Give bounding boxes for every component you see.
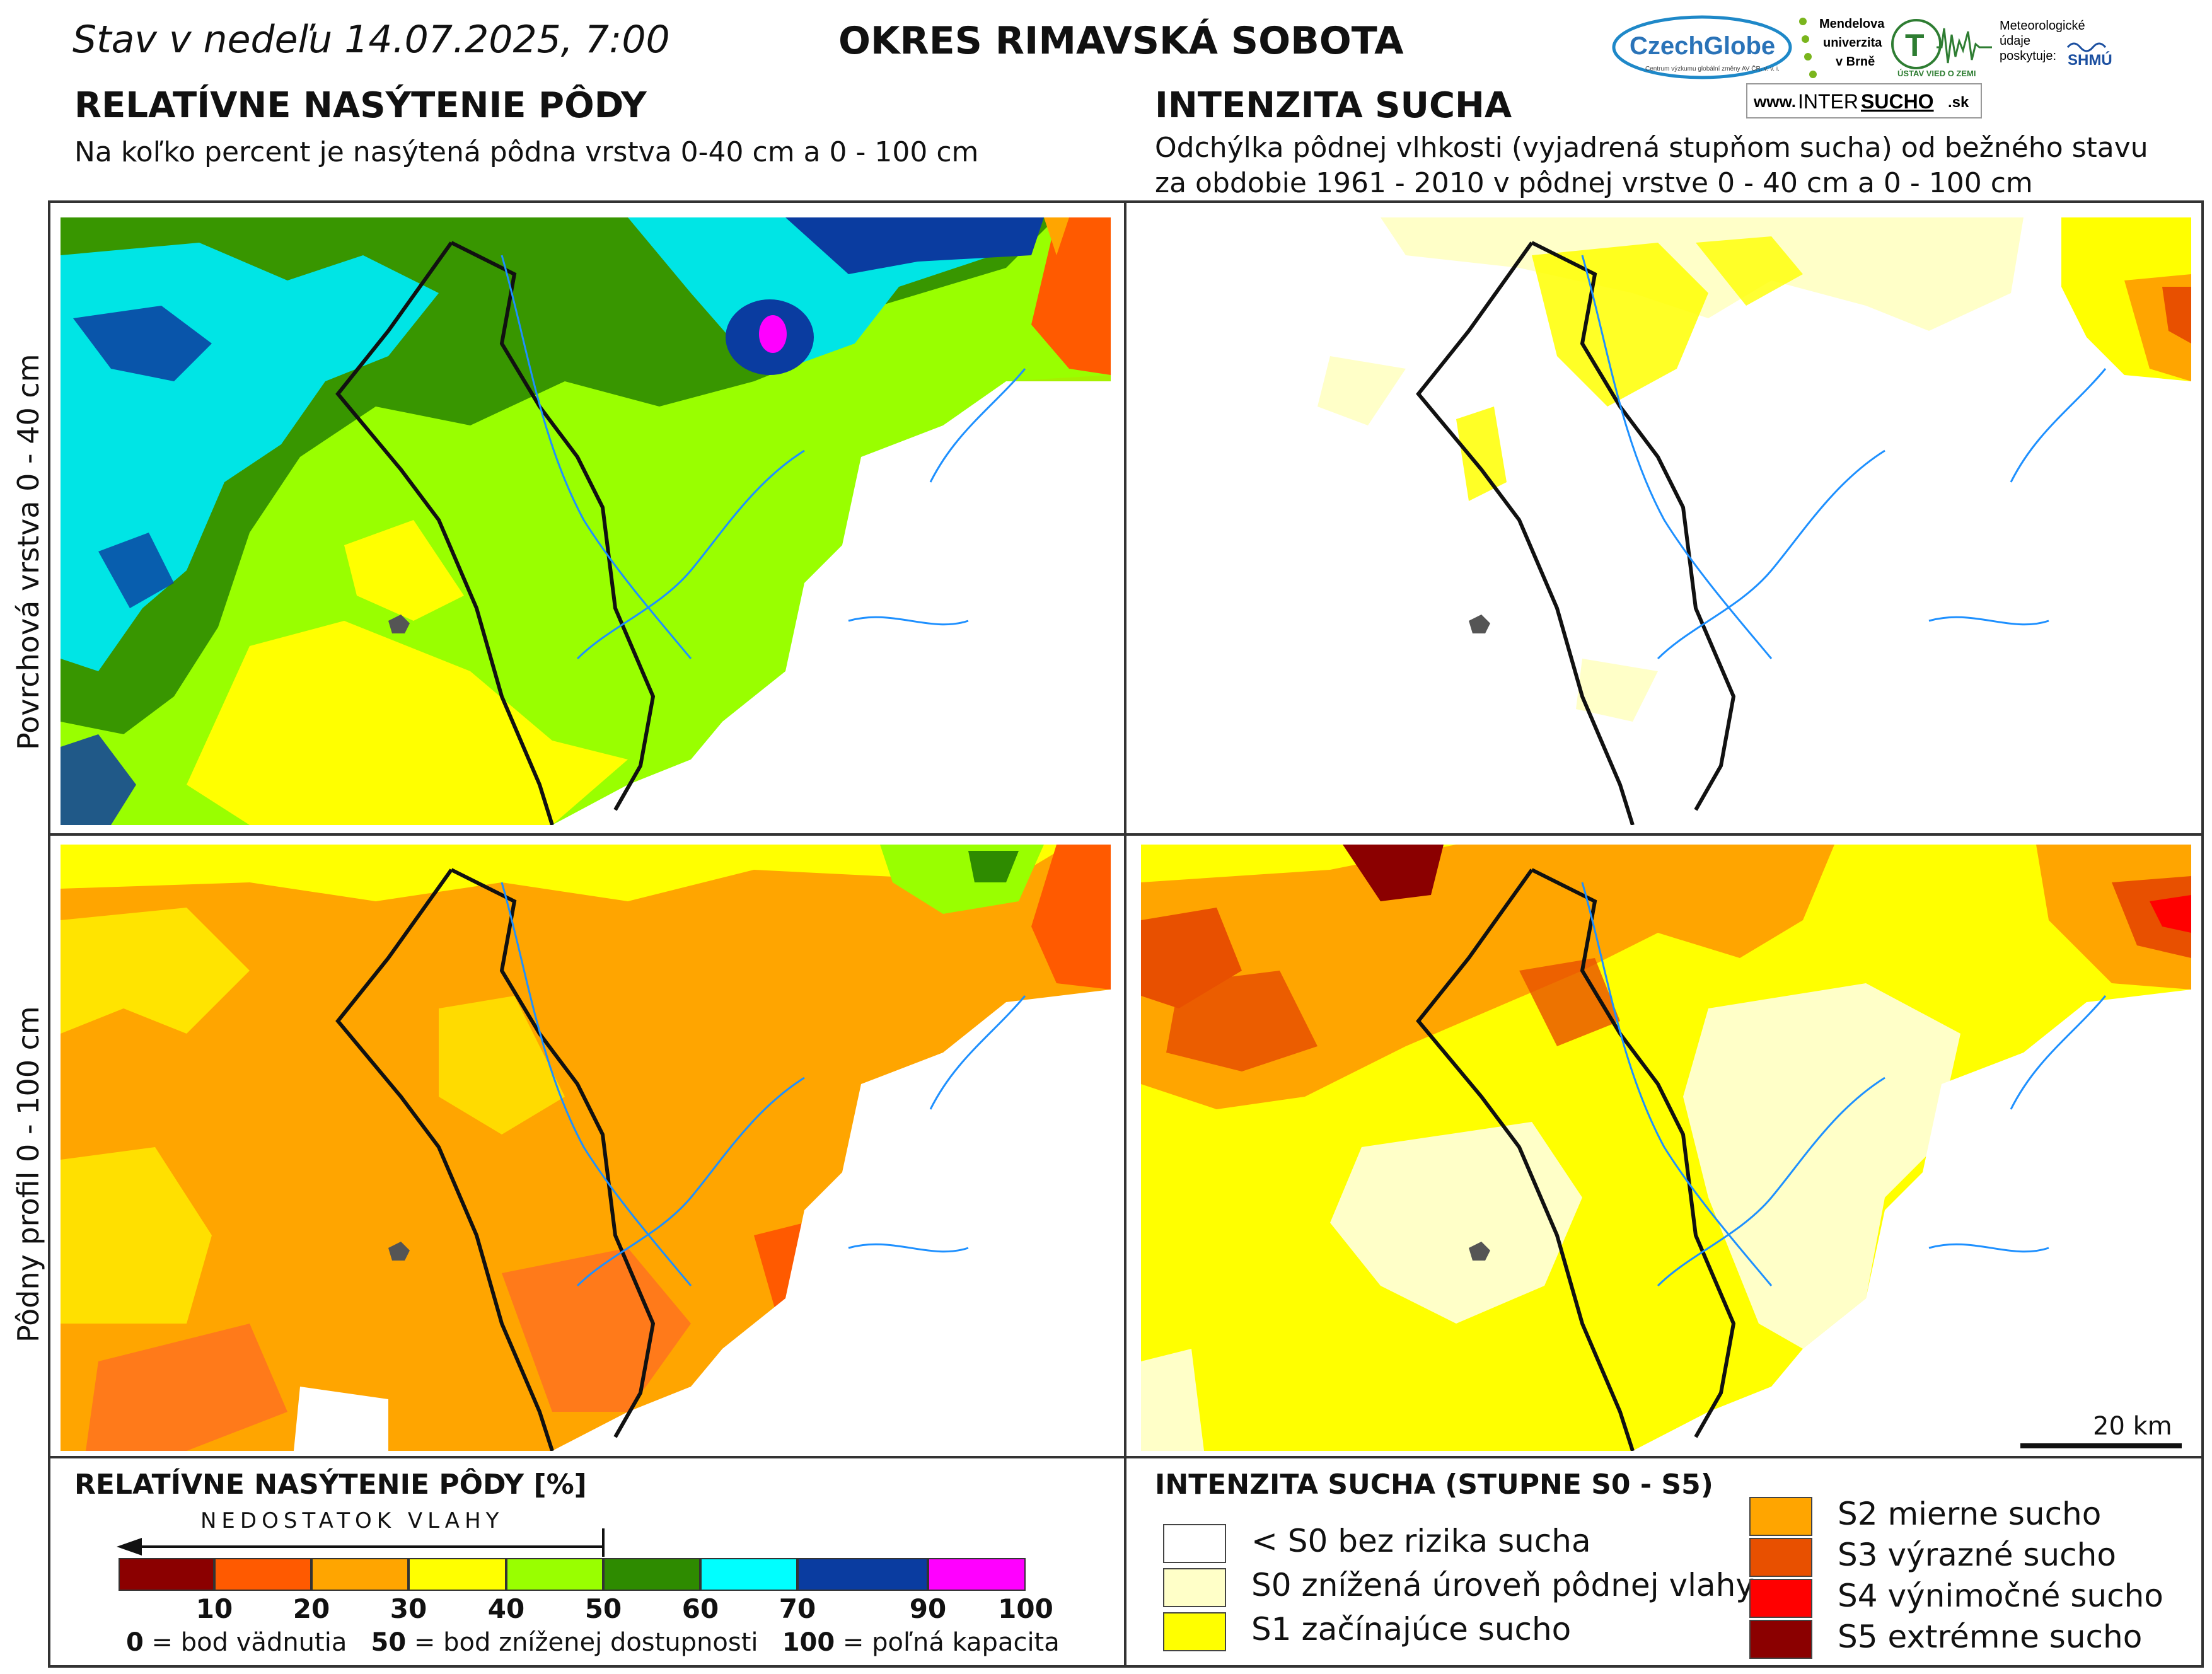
drought-legend-label: S2 mierne sucho [1838,1496,2102,1532]
saturation-tick-label: 10 [195,1593,233,1624]
uvz-text: ÚSTAV VIED O ZEMI [1897,69,1976,78]
saturation-swatch [311,1558,408,1591]
saturation-swatch [506,1558,603,1591]
map-saturation-topsoil [61,217,1111,825]
czechglobe-subtext: Centrum výzkumu globální změny AV ČR, v.… [1645,64,1780,72]
saturation-tick-label: 20 [292,1593,330,1624]
drought-legend-swatch [1163,1524,1226,1563]
shmu-text: SHMÚ [2068,51,2112,69]
shmu-logo: Meteorologické údaje poskytuje: SHMÚ [1998,16,2118,79]
saturation-swatch [928,1558,1026,1591]
scale-bar [2020,1443,2182,1448]
drought-legend-label: S0 znížená úroveň pôdnej vlahy [1251,1567,1754,1603]
saturation-swatch [700,1558,797,1591]
intersucho-text-a: INTER [1798,90,1858,113]
drought-legend-swatch [1749,1620,1812,1659]
saturation-tick-label: 40 [487,1593,525,1624]
scale-bar-label: 20 km [2093,1412,2172,1441]
saturation-swatch [408,1558,506,1591]
column-divider [1124,200,1126,1668]
meteo-text-3: poskytuje: [2000,49,2056,63]
drought-legend-label: < S0 bez rizika sucha [1251,1523,1591,1559]
deficit-arrow-tick [602,1528,605,1557]
meteo-text-2: údaje [2000,34,2030,48]
saturation-tick-label: 100 [998,1593,1053,1624]
status-timestamp: Stav v nedeľu 14.07.2025, 7:00 [72,18,670,62]
intersucho-logo: www. INTER SUCHO .sk [1746,83,1982,118]
drought-legend-swatch [1163,1568,1226,1607]
svg-text:T: T [1905,28,1925,63]
row-divider [48,833,2204,836]
saturation-tick-label: 90 [909,1593,947,1624]
saturation-tick-label: 30 [390,1593,427,1624]
drought-legend-swatch [1749,1497,1812,1536]
saturation-swatch [797,1558,928,1591]
drought-title: INTENZITA SUCHA [1155,85,1512,126]
czechglobe-logo: CzechGlobe Centrum výzkumu globální změn… [1611,13,1793,82]
saturation-swatch [603,1558,700,1591]
drought-legend-swatch [1749,1538,1812,1577]
saturation-legend-title: RELATÍVNE NASÝTENIE PÔDY [%] [74,1469,587,1501]
saturation-title: RELATÍVNE NASÝTENIE PÔDY [74,85,647,126]
czechglobe-text: CzechGlobe [1630,32,1775,60]
saturation-tick-label: 50 [584,1593,622,1624]
district-title: OKRES RIMAVSKÁ SOBOTA [838,19,1404,63]
drought-legend-label: S5 extrémne sucho [1838,1619,2143,1655]
saturation-legend-note: 0 = bod vädnutia 50 = bod zníženej dostu… [126,1628,1060,1657]
map-drought-profile [1141,845,2191,1451]
meteo-text-1: Meteorologické [2000,19,2085,33]
mendel-text-2: univerzita [1823,36,1882,50]
intersucho-text-b: SUCHO [1861,90,1934,113]
drought-subtitle-line2: za obdobie 1961 - 2010 v pôdnej vrstve 0… [1155,167,2033,199]
drought-subtitle-line1: Odchýlka pôdnej vlhkosti (vyjadrená stup… [1155,132,2148,164]
drought-legend-label: S1 začínajúce sucho [1251,1611,1572,1648]
saturation-subtitle: Na koľko percent je nasýtená pôdna vrstv… [74,136,979,168]
drought-legend-swatch [1163,1612,1226,1651]
drought-legend-label: S3 výrazné sucho [1838,1537,2116,1573]
deficit-arrow-line [123,1545,603,1548]
drought-legend-title: INTENZITA SUCHA (STUPNE S0 - S5) [1155,1469,1713,1501]
saturation-swatch [214,1558,311,1591]
legend-divider [48,1456,2204,1458]
mendel-logo: Mendelova univerzita v Brně [1797,14,1891,83]
deficit-arrow-head-icon [117,1538,142,1556]
saturation-swatch [119,1558,214,1591]
saturation-tick-label: 70 [779,1593,816,1624]
deficit-arrow-label: NEDOSTATOK VLAHY [200,1508,504,1533]
drought-legend-swatch [1749,1579,1812,1618]
intersucho-prefix: www. [1753,92,1796,111]
map-saturation-profile [61,845,1111,1451]
uvz-logo: T ÚSTAV VIED O ZEMI [1891,16,1998,79]
map-drought-topsoil [1141,217,2191,825]
saturation-tick-label: 60 [681,1593,719,1624]
mendel-text-1: Mendelova [1819,17,1885,31]
mendel-text-3: v Brně [1836,55,1875,69]
row-label-topsoil: Povrchová vrstva 0 - 40 cm [11,354,45,750]
row-label-profile: Pôdny profil 0 - 100 cm [11,1006,45,1342]
intersucho-suffix: .sk [1948,94,1969,111]
drought-legend-label: S4 výnimočné sucho [1838,1578,2163,1614]
